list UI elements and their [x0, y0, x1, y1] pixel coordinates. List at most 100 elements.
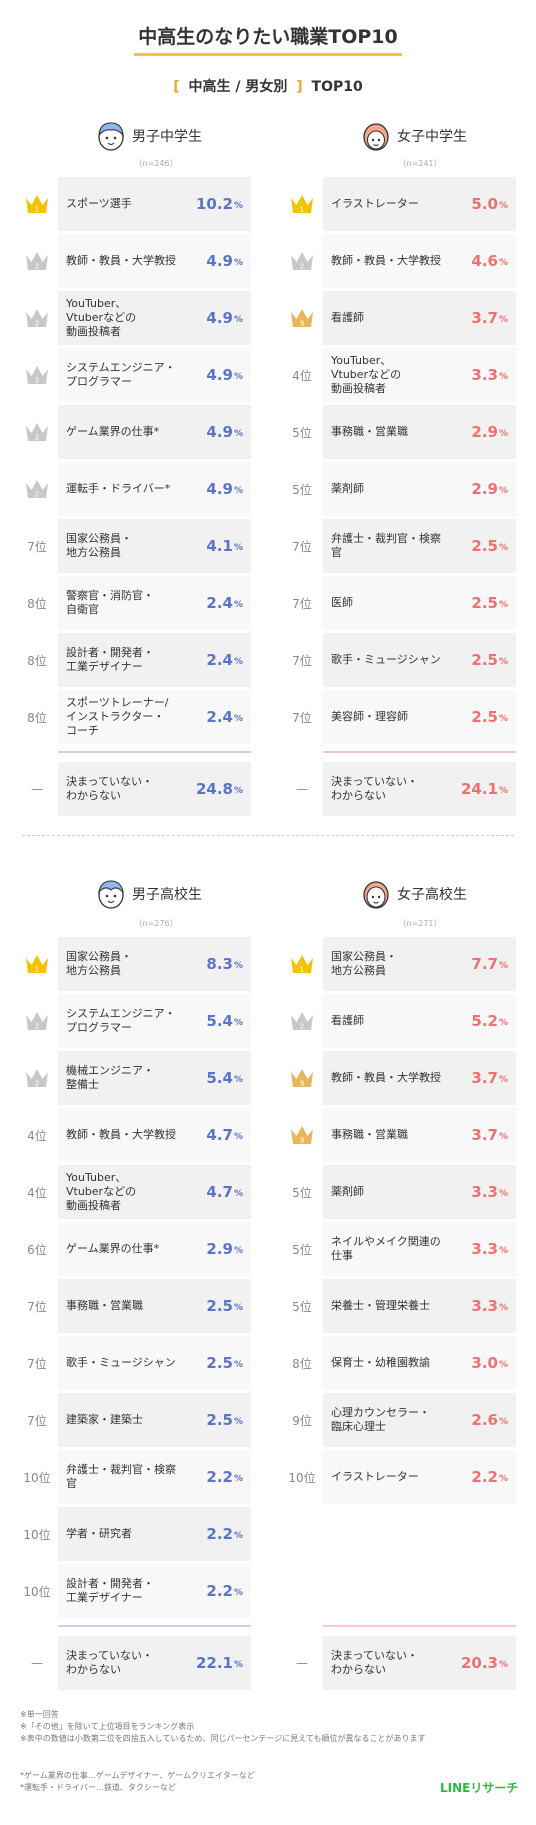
- value-number: 22.1: [195, 1654, 233, 1672]
- job-text: 運転手・ドライバー*: [66, 482, 171, 496]
- value-number: 2.9: [471, 423, 498, 441]
- job-label: 看護師: [331, 291, 449, 345]
- job-label: 決まっていない・ わからない: [331, 762, 449, 816]
- job-text: 教師・教員・大学教授: [66, 1128, 176, 1142]
- rank-cell: 8位: [283, 1336, 321, 1390]
- value-unit: %: [233, 1360, 243, 1370]
- rank-cell: 5位: [283, 1279, 321, 1333]
- crown-icon: 2: [26, 480, 48, 499]
- rank-cell: 10位: [18, 1564, 56, 1618]
- footnote-line: *運転手・ドライバー…鉄道、タクシーなど: [20, 1783, 176, 1792]
- value-unit: %: [233, 657, 243, 667]
- table-row: 6位 ゲーム業界の仕事* 2.9%: [18, 1222, 251, 1276]
- value-unit: %: [498, 1132, 508, 1142]
- rank-cell: 7位: [283, 633, 321, 687]
- row-cell: 事務職・営業職 2.5%: [58, 1279, 251, 1333]
- table-row: 7位 事務職・営業職 2.5%: [18, 1279, 251, 1333]
- percentage-value: 2.9%: [471, 405, 508, 459]
- job-label: 歌手・ミュージシャン: [66, 1336, 184, 1390]
- value-number: 4.6: [471, 252, 498, 270]
- rank-label: 7位: [292, 653, 312, 668]
- table-row: 8位 保育士・幼稚園教諭 3.0%: [283, 1336, 516, 1390]
- table-row: 8位 警察官・消防官・ 自衛官 2.4%: [18, 576, 251, 630]
- percentage-value: 4.9%: [206, 405, 243, 459]
- value-unit: %: [233, 429, 243, 439]
- rank-cell: 1: [283, 177, 321, 231]
- job-text: 弁護士・裁判官・検察官: [66, 1463, 176, 1490]
- row-cell: 歌手・ミュージシャン 2.5%: [323, 633, 516, 687]
- subtitle-suffix: TOP10: [311, 79, 363, 95]
- sample-girls-high: （n=271）: [398, 919, 442, 928]
- value-unit: %: [498, 429, 508, 439]
- value-number: 7.7: [471, 955, 498, 973]
- header-girls-high-title: 女子高校生: [397, 887, 467, 903]
- job-label: 決まっていない・ わからない: [66, 1636, 184, 1690]
- crown-icon: 2: [26, 423, 48, 442]
- rank-cell: 1: [18, 177, 56, 231]
- undecided-row: — 決まっていない・ わからない 24.1%: [283, 762, 516, 816]
- row-cell: 歌手・ミュージシャン 2.5%: [58, 1336, 251, 1390]
- percentage-value: 3.7%: [471, 1051, 508, 1105]
- rank-cell: 3: [283, 291, 321, 345]
- crown-rank-number: 2: [35, 1023, 39, 1031]
- job-label: 国家公務員・ 地方公務員: [331, 937, 449, 991]
- rank-cell: 1: [18, 937, 56, 991]
- value-number: 2.5: [471, 708, 498, 726]
- footnotes: *ゲーム業界の仕事…ゲームデザイナー、ゲームクリエイターなど *運転手・ドライバ…: [20, 1770, 255, 1794]
- table-row: 5位 栄養士・管理栄養士 3.3%: [283, 1279, 516, 1333]
- value-unit: %: [233, 600, 243, 610]
- row-cell: 決まっていない・ わからない 22.1%: [58, 1636, 251, 1690]
- crown-rank-number: 2: [35, 263, 39, 271]
- table-row: 3 事務職・営業職 3.7%: [283, 1108, 516, 1162]
- rank-cell: 5位: [283, 1165, 321, 1219]
- crown-icon: 2: [26, 252, 48, 271]
- table-row: 2 看護師 5.2%: [283, 994, 516, 1048]
- crown-rank-number: 3: [300, 1137, 304, 1145]
- table-girls-junior: 1 イラストレーター 5.0% 2 教師・教員・大学教授 4.6% 3 看護師 3.7% 4位 Yo…: [283, 177, 516, 817]
- job-label: 教師・教員・大学教授: [66, 234, 184, 288]
- job-label: ゲーム業界の仕事*: [66, 405, 184, 459]
- rank-cell: 5位: [283, 462, 321, 516]
- value-unit: %: [233, 714, 243, 724]
- crown-rank-number: 3: [300, 1080, 304, 1088]
- value-number: 2.2: [471, 1468, 498, 1486]
- table-row: 5位 ネイルやメイク関連の 仕事 3.3%: [283, 1222, 516, 1276]
- percentage-value: 2.9%: [471, 462, 508, 516]
- table-row: 2 システムエンジニア・ プログラマー 4.9%: [18, 348, 251, 402]
- job-label: YouTuber、 Vtuberなどの 動画投稿者: [66, 291, 184, 345]
- percentage-value: 24.8%: [196, 762, 243, 816]
- row-cell: 決まっていない・ わからない 24.8%: [58, 762, 251, 816]
- value-number: 4.7: [206, 1183, 233, 1201]
- job-label: イラストレーター: [331, 1450, 449, 1504]
- value-number: 2.5: [471, 537, 498, 555]
- table-row: 7位 国家公務員・ 地方公務員 4.1%: [18, 519, 251, 573]
- row-cell: 国家公務員・ 地方公務員 4.1%: [58, 519, 251, 573]
- value-unit: %: [498, 1474, 508, 1484]
- job-text: 弁護士・裁判官・検察官: [331, 532, 441, 559]
- rank-label: 5位: [292, 425, 312, 440]
- job-text: 医師: [331, 596, 353, 610]
- table-row: 8位 スポーツトレーナー/ インストラクター・ コーチ 2.4%: [18, 690, 251, 744]
- value-unit: %: [233, 201, 243, 211]
- value-number: 5.2: [471, 1012, 498, 1030]
- table-row: 7位 建築家・建築士 2.5%: [18, 1393, 251, 1447]
- row-cell: 設計者・開発者・ 工業デザイナー 2.2%: [58, 1564, 251, 1618]
- table-boys-high: 1 国家公務員・ 地方公務員 8.3% 2 システムエンジニア・ プログラマー 5.4% 2…: [18, 937, 251, 1697]
- job-text: 薬剤師: [331, 1185, 364, 1199]
- rank-cell: 10位: [18, 1450, 56, 1504]
- rank-cell: 5位: [283, 1222, 321, 1276]
- job-text: 学者・研究者: [66, 1527, 132, 1541]
- value-unit: %: [233, 486, 243, 496]
- undecided-separator: [323, 1625, 516, 1627]
- row-cell: 医師 2.5%: [323, 576, 516, 630]
- percentage-value: 2.2%: [206, 1564, 243, 1618]
- undecided-row: — 決まっていない・ わからない 24.8%: [18, 762, 251, 816]
- percentage-value: 3.3%: [471, 1279, 508, 1333]
- job-text: 警察官・消防官・ 自衛官: [66, 589, 154, 616]
- header-boys-junior-title: 男子中学生: [132, 129, 202, 145]
- job-text: 設計者・開発者・ 工業デザイナー: [66, 1577, 154, 1604]
- row-cell: 警察官・消防官・ 自衛官 2.4%: [58, 576, 251, 630]
- value-number: 8.3: [206, 955, 233, 973]
- value-unit: %: [498, 961, 508, 971]
- rank-cell: 3: [283, 1108, 321, 1162]
